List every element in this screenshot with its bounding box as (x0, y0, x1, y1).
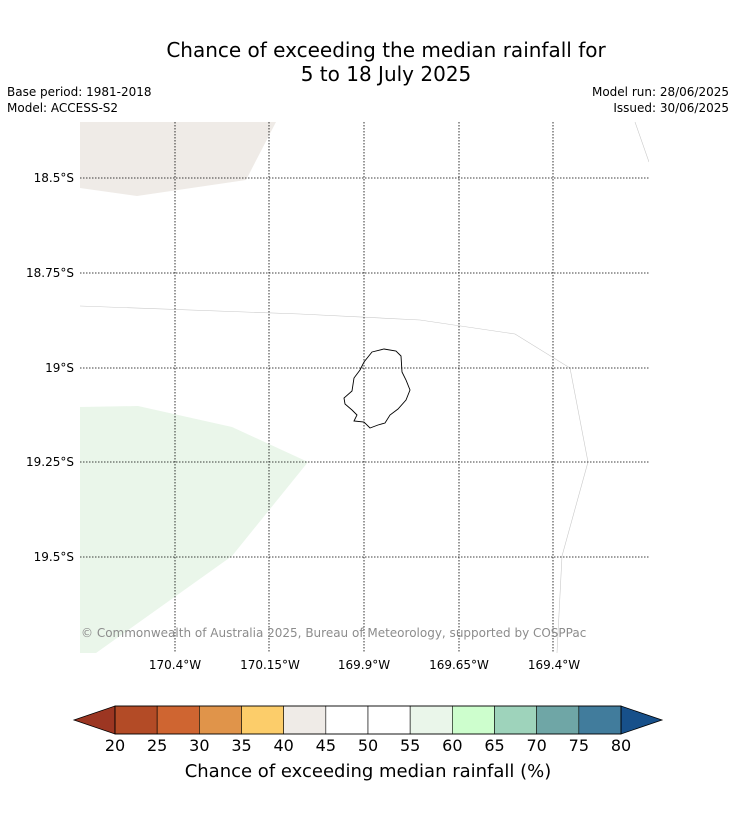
colorbar-tick-label: 20 (104, 736, 126, 755)
colorbar-tick-label: 55 (399, 736, 421, 755)
colorbar-under-arrow (72, 705, 116, 735)
colorbar-cell (199, 705, 242, 735)
model-run: Model run: 28/06/2025 (591, 85, 729, 99)
region-40-45 (80, 122, 276, 196)
colorbar-tick-label: 80 (610, 736, 632, 755)
colorbar-tick-label: 40 (273, 736, 294, 755)
model-name: Model: ACCESS-S2 (7, 101, 119, 115)
colorbar-cell (156, 705, 200, 735)
colorbar-tick-label: 45 (315, 736, 337, 755)
colorbar-cell (452, 705, 495, 735)
colorbar-cell (578, 705, 622, 735)
lon-label: 170.15°W (240, 658, 300, 672)
base-period: Base period: 1981-2018 (7, 85, 152, 99)
colorbar-tick-label: 75 (568, 736, 590, 755)
lat-label: 18.75°S (26, 266, 74, 280)
copyright-notice: © Commonwealth of Australia 2025, Bureau… (81, 626, 587, 640)
longitude-gridlines (174, 122, 554, 653)
colorbar-over-arrow (620, 705, 664, 735)
region-55-60 (80, 406, 308, 653)
colorbar (72, 705, 664, 735)
colorbar-frame (114, 705, 622, 735)
lat-label: 19°S (45, 361, 74, 375)
colorbar-tick-label: 65 (484, 736, 505, 755)
colorbar-cell (114, 705, 158, 735)
title-line-1: Chance of exceeding the median rainfall … (166, 38, 606, 62)
colorbar-cell (367, 705, 411, 735)
lat-label: 19.5°S (33, 550, 74, 564)
colorbar-title: Chance of exceeding median rainfall (%) (184, 761, 552, 782)
title-line-2: 5 to 18 July 2025 (300, 62, 472, 86)
map-canvas (80, 122, 649, 653)
colorbar-tick-label: 25 (146, 736, 168, 755)
colorbar-cell (494, 705, 537, 735)
meta-left: Base period: 1981-2018 Model: ACCESS-S2 (7, 84, 152, 116)
lon-label: 169.9°W (337, 658, 391, 672)
latitude-gridlines (80, 177, 649, 558)
lon-label: 169.4°W (527, 658, 581, 672)
map-title: Chance of exceeding the median rainfall … (0, 38, 736, 86)
lon-label: 169.65°W (429, 658, 489, 672)
island-outline (343, 348, 411, 429)
lat-label: 19.25°S (26, 455, 74, 469)
colorbar-tick-label: 30 (189, 736, 210, 755)
contour-line (80, 305, 589, 653)
meta-right: Model run: 28/06/2025 Issued: 30/06/2025 (592, 84, 729, 116)
colorbar-cell (283, 705, 327, 735)
issued-date: Issued: 30/06/2025 (613, 101, 729, 115)
colorbar-cells (114, 705, 622, 735)
contour-line-top-right (634, 122, 649, 163)
colorbar-tick-label: 50 (357, 736, 379, 755)
colorbar-cell (241, 705, 284, 735)
colorbar-cell (536, 705, 580, 735)
lon-label: 170.4°W (148, 658, 202, 672)
colorbar-cell (409, 705, 453, 735)
map-area (80, 122, 649, 653)
lat-label: 18.5°S (33, 171, 74, 185)
colorbar-tick-label: 35 (231, 736, 252, 755)
colorbar-cell (325, 705, 369, 735)
colorbar-tick-label: 60 (442, 736, 463, 755)
colorbar-tick-label: 70 (526, 736, 547, 755)
